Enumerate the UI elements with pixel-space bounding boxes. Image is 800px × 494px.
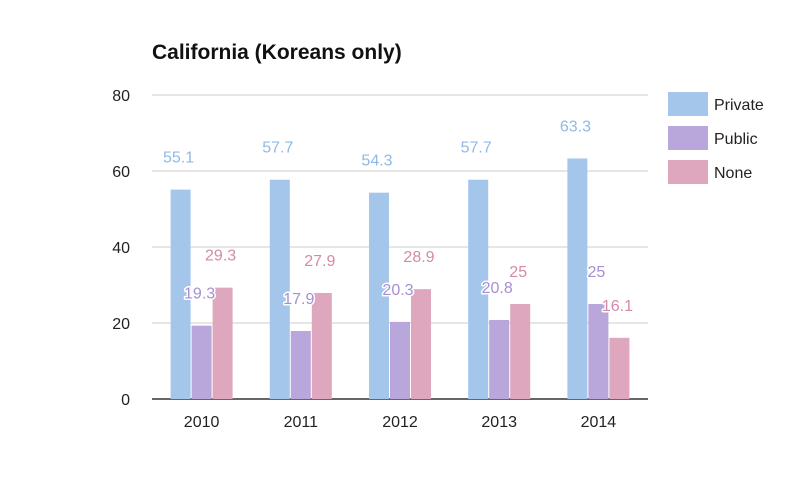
x-tick-label: 2010 (184, 414, 220, 431)
x-tick-label: 2011 (284, 414, 319, 431)
data-label-private-2011: 57.7 (262, 140, 293, 157)
legend: Private Public None (668, 92, 764, 184)
legend-swatch-none (668, 160, 708, 184)
bar-private-2012 (369, 192, 389, 399)
data-label-none-2011: 27.9 (304, 253, 335, 270)
bar-private-2013 (468, 179, 489, 399)
bar-none-2012 (411, 289, 431, 399)
bar-none-2011 (311, 292, 332, 399)
data-labels: 55.1 19.3 29.3 57.7 17.9 27.9 54.3 20.3 28.9 57.7… (162, 117, 635, 316)
data-label-none-2014: 16.1 (602, 298, 633, 315)
data-label-public-2013: 20.8 (482, 280, 513, 297)
y-tick-label: 80 (112, 88, 130, 105)
x-tick-label: 2012 (382, 414, 418, 431)
bar-private-2014 (567, 158, 588, 399)
bar-none-2010 (212, 287, 233, 399)
data-label-public-2011: 17.9 (283, 291, 314, 308)
bar-none-2014 (609, 337, 630, 399)
data-label-private-2014: 63.3 (560, 118, 591, 135)
data-label-private-2013: 57.7 (461, 140, 492, 157)
legend-label-private: Private (714, 97, 764, 114)
legend-swatch-private (668, 92, 708, 116)
data-label-private-2012: 54.3 (361, 153, 392, 170)
x-axis-ticks: 2010 2011 2012 2013 2014 (184, 414, 616, 431)
legend-swatch-public (668, 126, 708, 150)
legend-label-public: Public (714, 131, 758, 148)
x-tick-label: 2013 (481, 414, 517, 431)
data-label-none-2010: 29.3 (205, 248, 236, 265)
bar-public-2013 (489, 319, 510, 399)
legend-label-none: None (714, 165, 752, 182)
bar-public-2012 (390, 321, 410, 399)
y-tick-label: 0 (121, 392, 130, 409)
bar-private-2011 (269, 179, 290, 399)
data-label-none-2012: 28.9 (403, 249, 434, 266)
x-tick-label: 2014 (581, 414, 617, 431)
data-label-none-2013: 25 (509, 264, 527, 281)
y-axis-ticks: 0 20 40 60 80 (112, 88, 130, 409)
y-tick-label: 40 (112, 240, 130, 257)
data-label-public-2010: 19.3 (184, 286, 215, 303)
data-label-private-2010: 55.1 (163, 150, 194, 167)
bar-public-2011 (290, 330, 311, 399)
y-tick-label: 60 (112, 164, 130, 181)
bar-public-2014 (588, 304, 609, 399)
bar-private-2010 (170, 189, 191, 399)
bar-none-2013 (510, 304, 531, 399)
chart-title: California (Koreans only) (152, 41, 402, 64)
data-label-public-2012: 20.3 (382, 282, 413, 299)
bars (170, 158, 630, 399)
data-label-public-2014: 25 (588, 264, 606, 281)
bar-public-2010 (191, 325, 212, 399)
y-tick-label: 20 (112, 316, 130, 333)
